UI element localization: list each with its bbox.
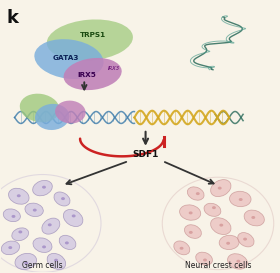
Text: k: k — [6, 9, 18, 27]
Ellipse shape — [11, 215, 15, 218]
Text: SDF1: SDF1 — [132, 150, 159, 159]
Ellipse shape — [251, 216, 255, 219]
Ellipse shape — [35, 104, 69, 130]
Ellipse shape — [218, 187, 222, 190]
Ellipse shape — [230, 191, 251, 207]
Ellipse shape — [47, 19, 133, 61]
Ellipse shape — [17, 194, 21, 197]
Ellipse shape — [244, 210, 264, 226]
Ellipse shape — [8, 188, 29, 204]
Text: IRX5: IRX5 — [78, 72, 97, 78]
Ellipse shape — [238, 233, 254, 247]
Ellipse shape — [243, 238, 247, 241]
Ellipse shape — [15, 253, 37, 269]
Ellipse shape — [55, 101, 86, 123]
Ellipse shape — [212, 206, 216, 209]
Ellipse shape — [211, 180, 231, 197]
Text: GATA3: GATA3 — [53, 55, 79, 61]
Ellipse shape — [189, 231, 193, 234]
Ellipse shape — [64, 58, 122, 90]
Ellipse shape — [65, 241, 69, 244]
Ellipse shape — [204, 203, 221, 216]
Ellipse shape — [1, 241, 20, 255]
Ellipse shape — [42, 245, 46, 248]
Text: Germ cells: Germ cells — [22, 261, 63, 270]
Ellipse shape — [179, 205, 201, 220]
Text: IRX3: IRX3 — [108, 66, 120, 71]
Ellipse shape — [219, 235, 239, 250]
Ellipse shape — [179, 247, 183, 250]
Ellipse shape — [42, 218, 60, 234]
Ellipse shape — [228, 254, 248, 269]
Ellipse shape — [189, 211, 193, 214]
Ellipse shape — [236, 260, 240, 263]
Ellipse shape — [25, 203, 43, 216]
Text: TRPS1: TRPS1 — [80, 32, 106, 38]
Ellipse shape — [203, 259, 207, 262]
Ellipse shape — [72, 214, 76, 217]
Ellipse shape — [42, 186, 46, 189]
Ellipse shape — [59, 235, 76, 250]
Ellipse shape — [196, 192, 200, 195]
Ellipse shape — [33, 180, 52, 196]
Ellipse shape — [8, 246, 12, 249]
Ellipse shape — [54, 259, 58, 262]
Ellipse shape — [3, 209, 20, 222]
Ellipse shape — [33, 209, 37, 212]
Ellipse shape — [61, 197, 65, 200]
Ellipse shape — [196, 252, 213, 265]
Ellipse shape — [185, 225, 201, 238]
Ellipse shape — [18, 230, 22, 233]
Ellipse shape — [47, 253, 66, 269]
Ellipse shape — [12, 228, 29, 241]
Ellipse shape — [226, 242, 230, 245]
Ellipse shape — [174, 241, 190, 255]
Ellipse shape — [20, 94, 60, 122]
Ellipse shape — [48, 223, 52, 226]
Ellipse shape — [63, 209, 83, 227]
Ellipse shape — [239, 198, 243, 201]
Ellipse shape — [219, 224, 223, 227]
Ellipse shape — [54, 192, 70, 206]
Text: Neural crest cells: Neural crest cells — [185, 261, 251, 270]
Ellipse shape — [34, 39, 104, 79]
Ellipse shape — [33, 238, 52, 253]
Ellipse shape — [211, 218, 231, 235]
Ellipse shape — [24, 262, 28, 265]
Ellipse shape — [187, 187, 204, 200]
